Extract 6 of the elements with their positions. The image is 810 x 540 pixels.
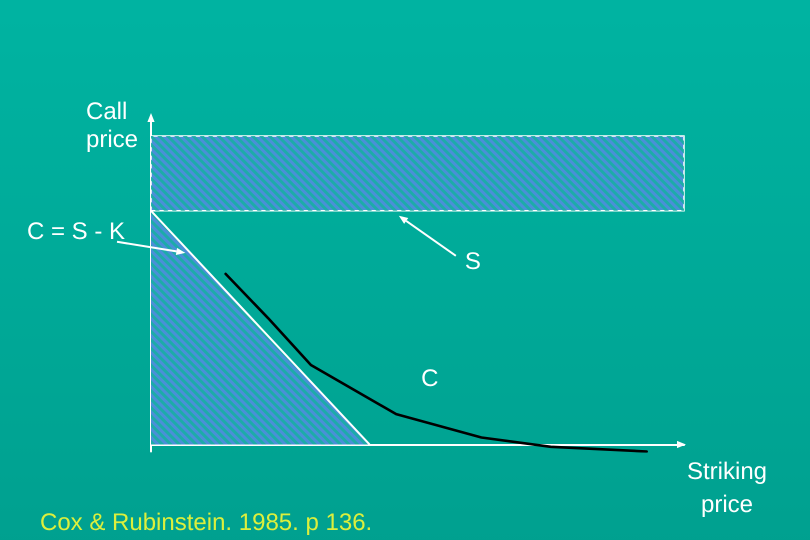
x-axis-title: Striking price xyxy=(686,457,768,520)
text: Cox & Rubinstein. 1985. p 136. xyxy=(40,509,372,537)
legend-label: C = S - K xyxy=(27,218,126,246)
y-axis-title: Call price xyxy=(86,98,140,154)
series-label: C xyxy=(421,365,439,394)
band-label: S xyxy=(464,248,481,276)
